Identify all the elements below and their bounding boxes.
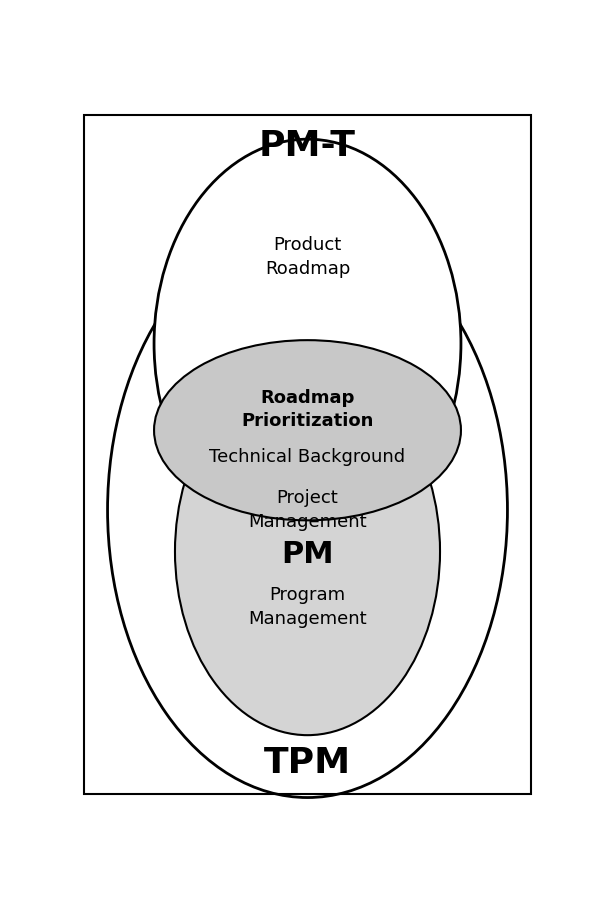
Text: Program
Management: Program Management [248, 586, 367, 628]
Text: TPM: TPM [264, 746, 351, 780]
Text: Technical Background: Technical Background [209, 447, 406, 465]
Text: Product
Roadmap: Product Roadmap [265, 236, 350, 278]
Ellipse shape [175, 368, 440, 735]
Text: PM-T: PM-T [259, 129, 356, 163]
Ellipse shape [154, 340, 461, 520]
Text: Project
Management: Project Management [248, 489, 367, 531]
Ellipse shape [154, 140, 461, 548]
Text: Roadmap
Prioritization: Roadmap Prioritization [241, 389, 374, 430]
Ellipse shape [107, 222, 508, 797]
Text: PM: PM [281, 541, 334, 570]
